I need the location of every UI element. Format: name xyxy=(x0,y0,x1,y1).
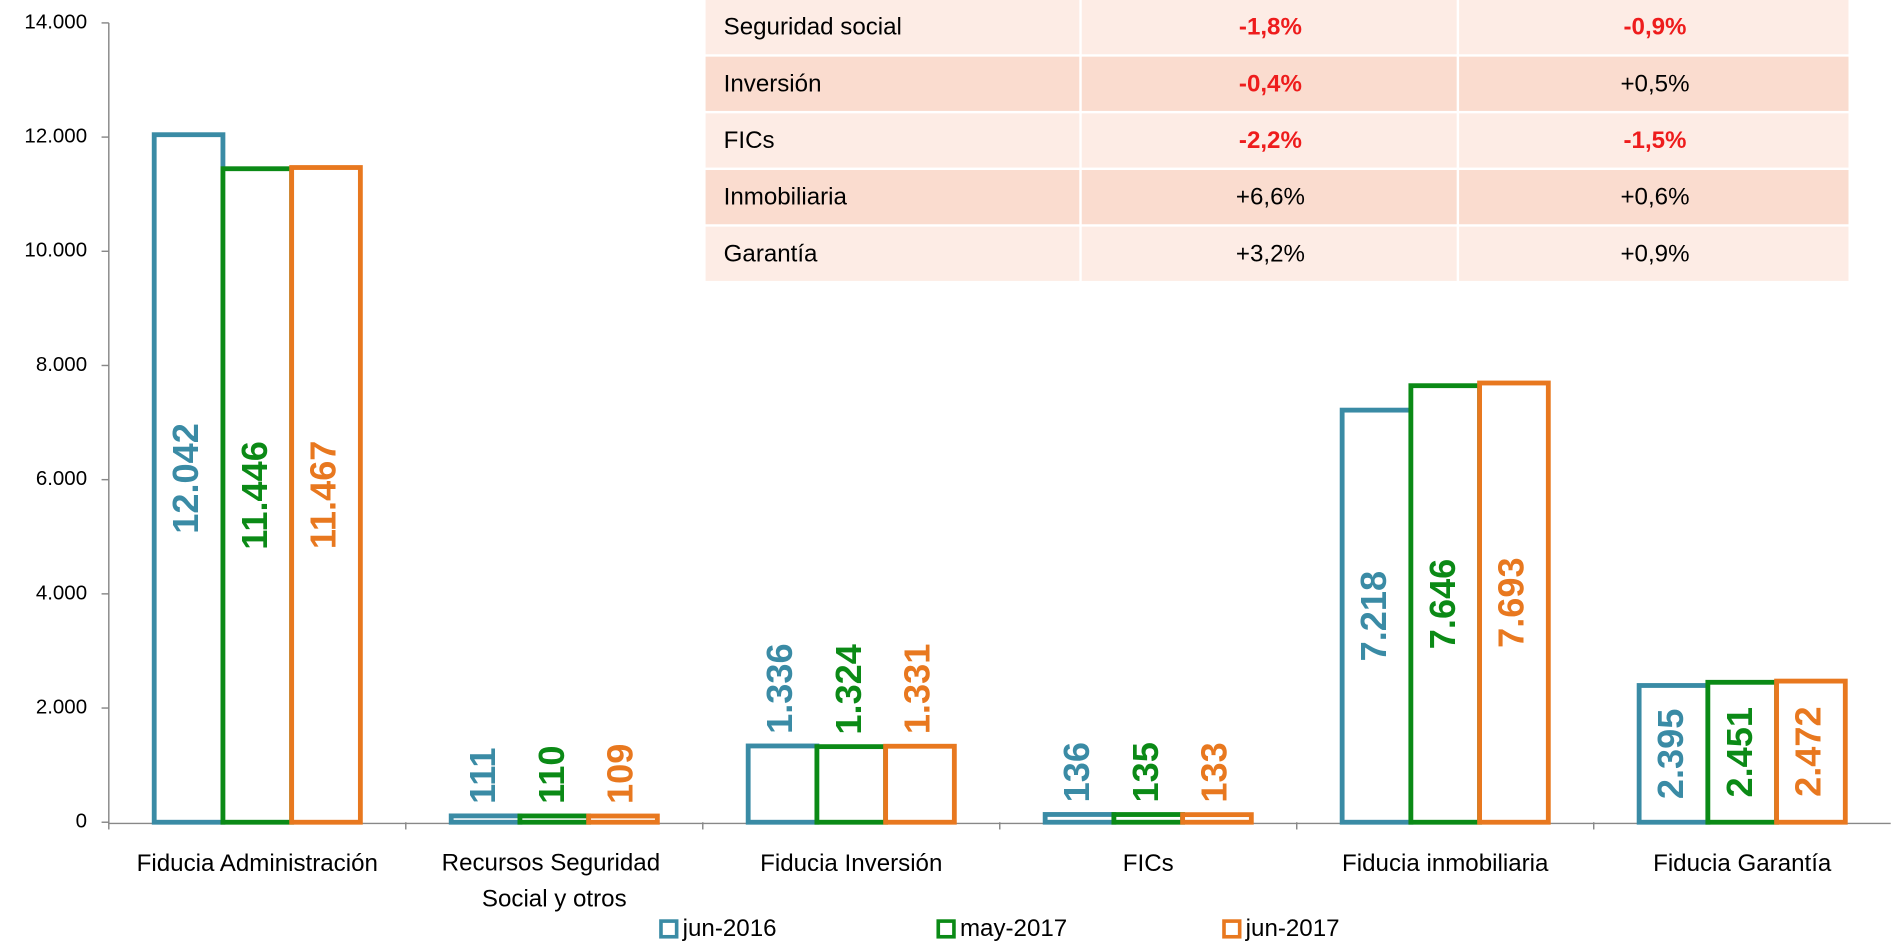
y-tick-label: 10.000 xyxy=(24,239,87,262)
table-text: +6,6% xyxy=(1236,184,1305,211)
data-label: 2.451 xyxy=(1719,707,1760,797)
table-cell xyxy=(1459,169,1849,225)
table-text: -1,8% xyxy=(1239,14,1302,41)
table-cell xyxy=(1081,226,1457,281)
y-tick-label: 0 xyxy=(76,810,87,833)
data-label: 7.218 xyxy=(1353,571,1394,661)
table-cell xyxy=(705,113,1080,168)
table-cell xyxy=(705,56,1080,111)
data-label: 7.693 xyxy=(1490,557,1531,647)
data-label: 2.395 xyxy=(1650,709,1691,799)
data-label: 135 xyxy=(1125,742,1166,802)
table-text: +0,9% xyxy=(1620,240,1689,267)
x-tick-label: Fiducia Administración xyxy=(137,850,378,877)
data-label: 1.336 xyxy=(759,643,800,733)
bar xyxy=(1477,380,1551,825)
bar xyxy=(1774,678,1848,825)
table-cell xyxy=(705,226,1080,281)
bar xyxy=(586,813,660,825)
table-cell xyxy=(1081,113,1457,168)
data-label: 11.467 xyxy=(303,441,344,550)
bar xyxy=(883,743,957,825)
bar xyxy=(1111,812,1186,825)
legend-swatch xyxy=(936,919,956,939)
x-tick-label: FICs xyxy=(1123,850,1174,877)
legend-label: may-2017 xyxy=(960,915,1067,942)
data-label: 110 xyxy=(531,746,572,804)
y-tick-label: 8.000 xyxy=(36,353,87,376)
table-cell xyxy=(1459,226,1849,281)
bar xyxy=(517,813,592,825)
table-cell xyxy=(1459,0,1849,55)
y-tick-label: 4.000 xyxy=(36,581,87,604)
legend-label: jun-2017 xyxy=(1245,915,1340,942)
table-cell xyxy=(1459,56,1849,111)
table-cell xyxy=(705,169,1080,225)
data-label: 136 xyxy=(1056,742,1097,802)
bar xyxy=(745,743,820,825)
bar xyxy=(151,132,226,825)
data-label: 7.646 xyxy=(1422,559,1463,649)
y-tick-label: 14.000 xyxy=(24,10,87,33)
legend-swatch xyxy=(1222,919,1242,939)
data-label: 2.472 xyxy=(1787,706,1828,796)
x-tick-label: Fiducia Inversión xyxy=(760,850,942,877)
table-cell xyxy=(1459,113,1849,168)
table-text: Inversión xyxy=(724,70,822,97)
bar xyxy=(1408,383,1483,825)
data-label: 1.324 xyxy=(828,644,869,734)
table-cell xyxy=(705,0,1080,55)
bar xyxy=(814,744,889,825)
data-label: 11.446 xyxy=(234,441,275,550)
table-text: FICs xyxy=(724,127,775,154)
table-text: -0,9% xyxy=(1624,14,1687,41)
y-tick-label: 2.000 xyxy=(36,695,87,718)
bar xyxy=(289,165,363,825)
table-cell xyxy=(1081,56,1457,111)
table: Seguridad social -1,8% -0,9% Inversión -0,4%… xyxy=(705,0,1849,281)
table-text: Seguridad social xyxy=(724,14,902,41)
bar xyxy=(448,813,523,825)
bar xyxy=(1636,683,1711,825)
data-label: 12.042 xyxy=(165,423,206,534)
data-label: 111 xyxy=(462,747,503,803)
table-text: +0,6% xyxy=(1620,184,1689,211)
y-tick-label: 6.000 xyxy=(36,467,87,490)
legend-label: jun-2016 xyxy=(682,915,777,942)
data-label: 109 xyxy=(600,744,641,804)
x-tick-label: Recursos Seguridad Social y otros xyxy=(442,850,667,913)
table-cell xyxy=(1081,169,1457,225)
table-cell xyxy=(1081,0,1457,55)
bar xyxy=(1180,812,1254,825)
table-text: -1,5% xyxy=(1624,127,1687,154)
table-text: +0,5% xyxy=(1620,70,1689,97)
table-text: +3,2% xyxy=(1236,240,1305,267)
bar xyxy=(1042,812,1117,825)
table-text: -0,4% xyxy=(1239,70,1302,97)
legend-swatch xyxy=(659,919,679,939)
x-tick-label: Fiducia Garantía xyxy=(1653,850,1832,877)
table-text: -2,2% xyxy=(1239,127,1302,154)
table-text: Inmobiliaria xyxy=(724,184,848,211)
table-text: Garantía xyxy=(724,240,818,267)
data-label: 1.331 xyxy=(897,644,938,734)
x-tick-label: Fiducia inmobiliaria xyxy=(1342,850,1549,877)
bar xyxy=(1339,407,1414,825)
y-tick-label: 12.000 xyxy=(24,125,87,148)
data-label: 133 xyxy=(1194,742,1235,802)
